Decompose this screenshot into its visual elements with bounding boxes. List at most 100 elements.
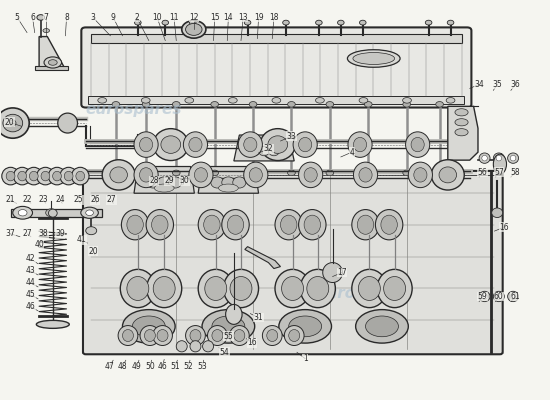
Ellipse shape [508,153,519,163]
Text: 34: 34 [474,80,484,89]
Ellipse shape [268,146,279,156]
Ellipse shape [359,168,372,182]
Ellipse shape [479,153,490,163]
Text: 46: 46 [26,302,36,311]
Ellipse shape [76,171,85,181]
Ellipse shape [0,108,29,138]
Ellipse shape [479,291,490,302]
Ellipse shape [359,276,381,300]
Text: eurospares: eurospares [316,286,412,301]
Ellipse shape [141,98,150,103]
Ellipse shape [249,170,257,176]
Ellipse shape [275,269,310,308]
Text: 16: 16 [499,223,509,232]
Ellipse shape [53,171,62,181]
Text: 30: 30 [180,176,189,185]
Ellipse shape [233,177,246,188]
Ellipse shape [283,20,289,25]
Ellipse shape [284,326,304,346]
Ellipse shape [289,316,322,337]
Ellipse shape [299,210,326,240]
Ellipse shape [127,276,149,300]
Text: 19: 19 [254,13,263,22]
Ellipse shape [44,57,62,68]
Ellipse shape [493,291,504,302]
Ellipse shape [447,20,454,25]
Ellipse shape [182,21,206,38]
Ellipse shape [508,291,519,302]
Ellipse shape [189,138,202,152]
Polygon shape [198,166,258,193]
Text: 18: 18 [269,13,279,22]
Ellipse shape [348,132,372,157]
Ellipse shape [81,207,98,218]
Ellipse shape [222,177,235,188]
Ellipse shape [3,114,23,132]
Ellipse shape [307,276,329,300]
Text: 44: 44 [26,278,36,288]
Ellipse shape [86,227,97,235]
Ellipse shape [326,170,334,176]
Ellipse shape [212,316,245,337]
Ellipse shape [207,326,227,346]
Text: 4: 4 [349,148,354,157]
Ellipse shape [123,330,134,342]
Text: 16: 16 [247,338,257,347]
Ellipse shape [110,167,128,183]
Text: 23: 23 [39,196,48,204]
Ellipse shape [112,170,120,176]
Text: 31: 31 [254,313,263,322]
Polygon shape [10,209,102,217]
Text: 1: 1 [303,354,307,363]
Ellipse shape [366,316,398,337]
Text: 53: 53 [197,362,207,371]
Ellipse shape [189,162,213,188]
Ellipse shape [376,210,403,240]
Ellipse shape [377,269,412,308]
Ellipse shape [244,162,268,188]
Ellipse shape [60,167,78,185]
Text: 41: 41 [77,235,87,244]
Ellipse shape [134,132,158,157]
Ellipse shape [455,119,468,126]
Text: 36: 36 [510,80,520,89]
Ellipse shape [493,154,507,174]
Ellipse shape [134,162,158,188]
Ellipse shape [249,146,260,156]
Polygon shape [245,247,280,268]
Ellipse shape [190,330,201,342]
Ellipse shape [353,52,394,64]
Ellipse shape [354,138,367,152]
Text: 37: 37 [6,229,15,238]
Ellipse shape [86,210,94,216]
Ellipse shape [13,167,31,185]
Ellipse shape [158,177,170,188]
Text: 27: 27 [107,196,117,204]
Ellipse shape [316,98,324,103]
Ellipse shape [142,170,150,176]
Ellipse shape [352,210,379,240]
Ellipse shape [304,168,317,182]
Ellipse shape [279,310,332,343]
Ellipse shape [183,132,207,157]
Text: 13: 13 [238,13,248,22]
Text: 25: 25 [74,196,84,204]
Ellipse shape [36,320,69,328]
Ellipse shape [258,146,270,156]
Ellipse shape [211,170,218,176]
Ellipse shape [118,326,138,346]
Text: 56: 56 [477,168,487,176]
Ellipse shape [352,269,387,308]
Ellipse shape [133,316,166,337]
Ellipse shape [403,98,411,103]
Ellipse shape [98,98,107,103]
Ellipse shape [140,138,153,152]
Ellipse shape [161,136,180,153]
Ellipse shape [9,120,16,126]
Ellipse shape [147,269,182,308]
Text: 35: 35 [492,80,502,89]
Text: 20: 20 [88,246,98,256]
Ellipse shape [162,20,168,25]
Text: 9: 9 [111,13,116,22]
Ellipse shape [155,184,174,192]
